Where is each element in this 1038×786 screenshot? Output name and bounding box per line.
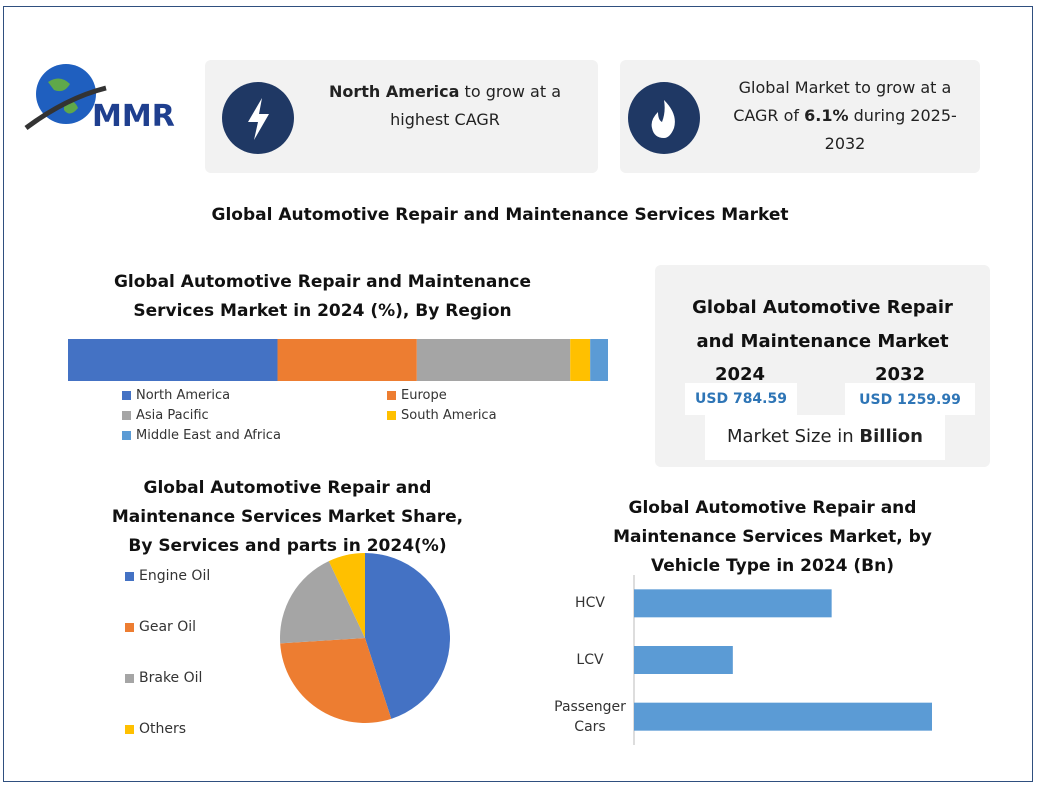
- legend-swatch: [125, 673, 134, 683]
- chart-title: Global Automotive Repair and Maintenance…: [113, 272, 532, 321]
- legend-swatch: [387, 391, 396, 400]
- highlight-rest: during 2025-2032: [824, 106, 957, 153]
- highlight-rest: Global Market to grow at a CAGR of: [733, 78, 952, 125]
- year: 2024: [714, 364, 766, 385]
- legend-swatch: [125, 622, 134, 632]
- bar: [634, 646, 733, 674]
- chart-title: Global Automotive Repair and Maintenance…: [613, 498, 932, 576]
- footer-text: Market Size in: [727, 426, 860, 447]
- legend-item: Others: [125, 721, 186, 737]
- icon: [628, 82, 700, 154]
- legend-label: Europe: [401, 388, 447, 403]
- bar: [634, 589, 832, 618]
- category-label: LCV: [576, 652, 604, 668]
- market-size-title: Global Automotive Repair and Maintenance…: [692, 297, 953, 352]
- highlight-bold: 6.1%: [804, 106, 849, 125]
- legend-label: Others: [139, 721, 187, 737]
- highlight-box: North America to grow at a highest CAGR: [205, 60, 598, 173]
- pie-chart: [280, 553, 450, 723]
- footer-bold: Billion: [859, 426, 923, 447]
- chart-title: Global Automotive Repair and Maintenance…: [111, 478, 464, 556]
- legend-swatch: [122, 391, 131, 400]
- legend-label: North America: [136, 388, 231, 403]
- pie-slice: [365, 553, 450, 719]
- market-value: USD 784.59: [685, 383, 797, 415]
- year: 2032: [874, 364, 926, 385]
- legend-label: Asia Pacific: [136, 408, 209, 423]
- legend-item: North America: [122, 388, 230, 403]
- icon: [222, 82, 294, 154]
- legend-label: Brake Oil: [139, 670, 203, 686]
- legend-item: South America: [387, 408, 497, 423]
- pie-slice: [280, 638, 392, 723]
- highlight-box: Global Market to grow at a CAGR of 6.1% …: [620, 60, 980, 173]
- main-title: Global Automotive Repair and Maintenance…: [211, 205, 789, 225]
- bar-segment: [277, 339, 417, 381]
- legend: Engine Oil Gear Oil Brake Oil Others: [125, 568, 275, 748]
- legend-item: Middle East and Africa: [122, 428, 281, 443]
- highlight-rest: to grow at a highest CAGR: [390, 82, 561, 129]
- legend-item: Europe: [387, 388, 447, 403]
- legend-item: Engine Oil: [125, 568, 210, 584]
- bar-chart: [633, 575, 932, 745]
- legend-swatch: [122, 431, 131, 440]
- bar-segment: [590, 339, 608, 381]
- bar-segment: [570, 339, 591, 381]
- bar: [634, 702, 932, 731]
- market-value: USD 1259.99: [845, 383, 975, 415]
- legend-swatch: [125, 571, 134, 581]
- market-size-box: Global Automotive Repair and Maintenance…: [655, 265, 990, 467]
- category-label: HCV: [575, 595, 605, 612]
- legend-item: Brake Oil: [125, 670, 202, 686]
- legend-item: Gear Oil: [125, 619, 196, 635]
- category-label: Passenger Cars: [554, 698, 626, 735]
- legend-swatch: [125, 724, 134, 734]
- bar-segment: [68, 339, 278, 381]
- highlight-text: Global Market to grow at a CAGR of 6.1% …: [715, 74, 975, 158]
- legend-label: Engine Oil: [139, 568, 211, 584]
- legend-label: Gear Oil: [139, 619, 197, 635]
- pie-slice: [280, 561, 365, 644]
- pie-slice: [328, 553, 365, 638]
- legend-swatch: [387, 411, 396, 420]
- logo-text: MMR: [92, 99, 175, 134]
- category-axis: HCV LCV Passenger Cars: [530, 575, 630, 745]
- legend-swatch: [122, 411, 131, 420]
- legend-label: South America: [401, 408, 497, 423]
- legend-label: Middle East and Africa: [136, 428, 281, 443]
- highlight-text: North America to grow at a highest CAGR: [310, 78, 580, 134]
- highlight-bold: North America: [329, 82, 460, 101]
- stacked-bar-chart: [68, 339, 608, 381]
- bar-segment: [416, 339, 571, 381]
- market-size-footer: Market Size in Billion: [705, 415, 945, 460]
- logo: MMR: [24, 64, 175, 134]
- frame: [3, 6, 1033, 782]
- legend-item: Asia Pacific: [122, 408, 209, 423]
